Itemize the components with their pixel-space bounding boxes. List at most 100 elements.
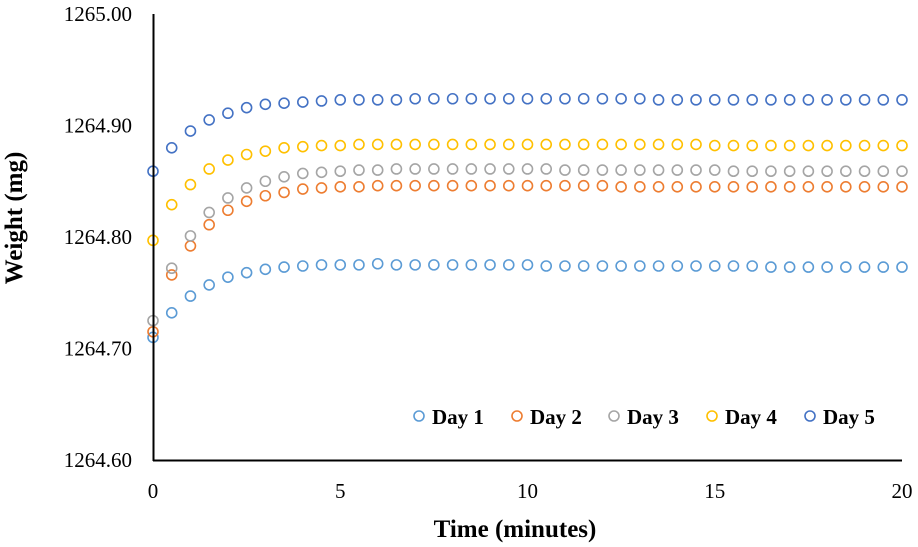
x-tick-label: 10 [517,479,538,503]
data-point [671,181,684,193]
data-point [634,260,646,272]
data-point [708,181,721,193]
data-point [596,179,609,192]
data-point [465,92,478,105]
data-point [596,92,609,105]
data-point [203,218,215,231]
data-point [690,94,702,106]
legend-item: Day 2 [511,405,582,429]
data-point [877,165,890,178]
series-day-1 [147,257,908,344]
data-point [184,125,197,137]
series-day-4 [147,138,908,247]
data-point [690,181,702,193]
data-point [877,94,890,106]
data-point [334,94,347,106]
x-tick-label: 0 [148,479,159,503]
y-tick-label: 1264.90 [64,114,132,138]
data-point [765,165,777,178]
y-tick-label: 1264.60 [64,448,132,472]
data-point [634,138,646,151]
data-point [203,279,215,291]
data-point [652,164,665,176]
data-point [877,261,890,273]
data-point [222,192,234,204]
data-point [765,181,777,193]
legend: Day 1 Day 2 Day 3 Day 4 Day 5 [413,405,875,429]
data-point [259,263,272,276]
data-point [540,179,553,192]
data-point [315,259,328,271]
data-point [353,259,365,271]
data-point [615,92,627,105]
data-point [446,138,459,151]
data-point [446,259,459,271]
data-point [671,260,684,272]
data-point [802,165,815,178]
data-point [746,260,759,272]
data-point [165,269,178,281]
series-day-2 [147,179,908,338]
data-point [521,138,534,151]
data-point [203,114,215,126]
data-point [240,148,253,161]
data-point [203,163,215,175]
data-point [502,138,515,151]
legend-marker [608,410,620,422]
legend-label: Day 3 [627,405,679,429]
data-point [446,92,459,105]
data-point [896,165,908,178]
y-tick-label: 1265.00 [64,2,132,26]
data-point [727,260,740,272]
data-point [671,138,684,151]
data-point [858,139,871,152]
data-point [896,181,908,193]
data-point [821,181,833,193]
data-point [559,260,571,272]
data-point [409,179,421,192]
data-point [390,138,403,151]
data-point [409,92,421,105]
data-point [296,260,309,272]
data-point [877,139,890,152]
data-point [315,139,328,152]
data-point [465,259,478,271]
data-point [596,260,609,272]
data-point [634,92,646,105]
data-point [315,166,328,179]
y-tick-label: 1264.70 [64,337,132,361]
data-point [521,163,534,175]
data-point [652,94,665,106]
data-point [465,163,478,175]
legend-item: Day 1 [413,405,484,429]
data-point [278,97,290,109]
data-point [540,163,553,175]
data-point [596,138,609,151]
data-point [727,139,740,152]
data-point [390,94,403,106]
data-point [634,181,646,193]
data-point [559,179,571,192]
data-point [559,164,571,176]
data-point [577,92,590,105]
data-point [540,92,553,105]
data-point [371,138,384,151]
data-point [334,139,347,152]
legend-marker [511,410,523,422]
data-point [746,181,759,193]
data-point [708,260,721,272]
data-point [690,260,702,272]
data-point [840,139,852,152]
data-point [840,261,852,273]
data-point [765,139,777,152]
data-point [165,198,178,211]
data-point [821,261,833,273]
data-point [222,107,234,120]
data-point [840,181,852,193]
data-point [353,94,365,106]
data-point [577,138,590,151]
data-point [315,95,328,107]
data-point [240,266,253,279]
data-point [484,92,496,105]
